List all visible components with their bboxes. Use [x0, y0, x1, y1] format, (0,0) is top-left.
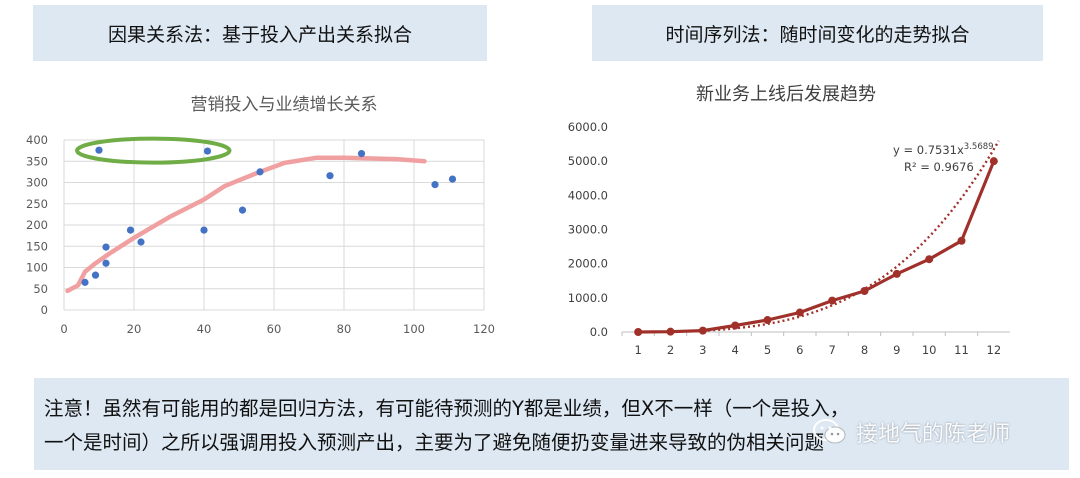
line-marker	[731, 321, 740, 330]
trend-r2: R² = 0.9676	[904, 160, 974, 174]
x-tick-label: 11	[954, 343, 969, 357]
y-tick-label: 300	[26, 176, 48, 190]
note-line-1: 注意！虽然有可能用的都是回归方法，有可能待预测的Y都是业绩，但X不一样（一个是投…	[44, 397, 850, 420]
y-tick-label: 3000.0	[568, 223, 608, 237]
line-marker	[828, 296, 837, 305]
data-point	[102, 259, 110, 267]
scatter-chart: 营销投入与业绩增长关系 0 50 100 150 200 250 300 350 400 0 20 40…	[26, 95, 495, 336]
trend-equation-base: y = 0.7531x	[893, 143, 964, 157]
watermark-text: 接地气的陈老师	[856, 422, 1011, 447]
line-marker	[892, 269, 901, 278]
data-point	[95, 146, 103, 154]
left-section-header: 因果关系法：基于投入产出关系拟合	[33, 5, 487, 61]
y-tick-label: 1000.0	[568, 291, 608, 305]
data-point	[203, 147, 212, 155]
y-tick-label: 100	[26, 261, 48, 275]
line-marker	[795, 308, 804, 317]
trend-curve	[65, 155, 427, 294]
y-tick-label: 150	[26, 239, 48, 253]
data-point	[357, 150, 366, 158]
x-tick-label: 80	[337, 322, 352, 336]
y-tick-label: 350	[26, 154, 48, 168]
y-tick-label: 50	[33, 282, 48, 296]
x-tick-label: 0	[60, 322, 67, 336]
y-tick-label: 5000.0	[568, 154, 608, 168]
data-point	[81, 278, 89, 286]
x-tick-label: 7	[829, 343, 836, 357]
trend-equation-exponent: 3.5689	[964, 142, 994, 152]
watermark: 接地气的陈老师	[812, 417, 1010, 447]
x-tick-label: 1	[635, 343, 642, 357]
y-tick-label: 4000.0	[568, 188, 608, 202]
line-chart: 新业务上线后发展趋势 0.0 1000.0 2000.0 3000.0 4000.0 500…	[568, 84, 1010, 357]
y-tick-label: 2000.0	[568, 257, 608, 271]
data-point	[326, 172, 334, 180]
line-marker	[698, 326, 707, 335]
note-line-2: 一个是时间）之所以强调用投入预测产出，主要为了避免随便扔变量进来导致的伪相关问题	[44, 431, 825, 454]
x-tick-label: 12	[987, 343, 1002, 357]
data-point	[91, 271, 100, 279]
y-tick-label: 0.0	[590, 325, 608, 339]
line-marker	[957, 236, 966, 245]
data-point	[238, 206, 247, 214]
x-tick-label: 40	[197, 322, 212, 336]
x-tick-label: 8	[861, 343, 868, 357]
data-point	[448, 175, 457, 183]
line-marker	[634, 328, 643, 336]
data-point	[200, 226, 208, 234]
data-point	[137, 238, 145, 246]
y-tick-label: 200	[26, 218, 48, 232]
wechat-icon	[813, 419, 846, 444]
x-tick-label: 5	[764, 343, 771, 357]
x-tick-label: 60	[267, 322, 282, 336]
x-tick-label: 2	[667, 343, 674, 357]
data-point	[102, 243, 110, 251]
line-marker	[860, 287, 869, 295]
y-tick-label: 400	[26, 133, 48, 147]
y-tick-label: 6000.0	[568, 120, 608, 134]
line-marker	[763, 316, 772, 325]
line-marker	[925, 255, 934, 264]
x-tick-label: 20	[127, 322, 142, 336]
line-marker	[666, 327, 675, 336]
series-line	[638, 160, 996, 334]
y-tick-label: 0	[41, 303, 48, 317]
x-tick-label: 120	[473, 322, 495, 336]
x-tick-label: 3	[699, 343, 706, 357]
data-point	[256, 168, 264, 176]
x-tick-label: 100	[403, 322, 425, 336]
trend-equation: y = 0.7531x3.5689	[893, 142, 994, 157]
x-tick-label: 6	[796, 343, 803, 357]
highlight-ellipse	[75, 136, 232, 165]
data-point	[126, 226, 135, 234]
note-box: 注意！虽然有可能用的都是回归方法，有可能待预测的Y都是业绩，但X不一样（一个是投…	[34, 378, 1069, 470]
x-tick-label: 4	[732, 343, 739, 357]
chart-title: 新业务上线后发展趋势	[696, 84, 876, 105]
x-tick-label: 9	[893, 343, 900, 357]
y-tick-label: 250	[26, 197, 48, 211]
line-marker	[989, 157, 998, 166]
x-tick-label: 10	[922, 343, 937, 357]
chart-title: 营销投入与业绩增长关系	[191, 95, 378, 115]
right-section-header: 时间序列法：随时间变化的走势拟合	[592, 5, 1043, 61]
data-point	[431, 181, 439, 189]
